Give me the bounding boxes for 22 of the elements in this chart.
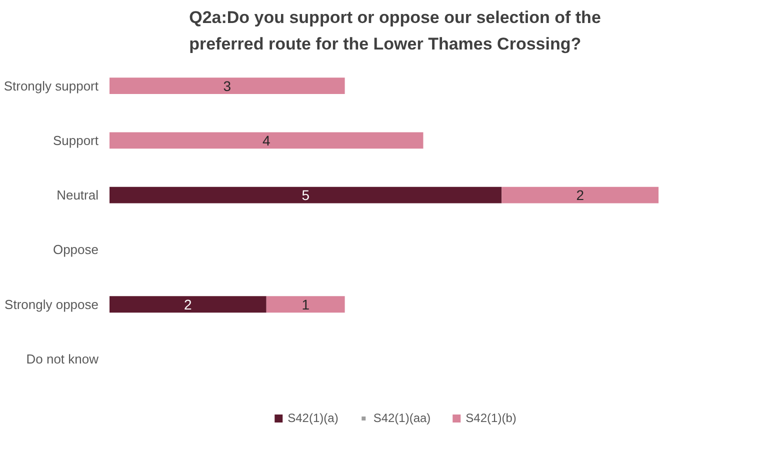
- bar: [110, 186, 502, 204]
- bar: [110, 296, 266, 313]
- y-tick-label: Strongly support: [4, 78, 99, 94]
- data-label: 1: [302, 296, 310, 312]
- y-tick-label: Neutral: [56, 188, 99, 203]
- chart-title: Q2a:Do you support or oppose our selection of the preferred route for the Lower Thames Crossing?: [189, 8, 601, 54]
- legend-label: S42(1)(b): [466, 411, 516, 425]
- bar: [110, 78, 345, 94]
- data-label: 5: [302, 187, 310, 204]
- y-tick-label: Strongly oppose: [4, 296, 98, 312]
- legend-label: S42(1)(aa): [373, 411, 431, 425]
- legend-label: S42(1)(a): [288, 411, 338, 425]
- y-tick-label: Oppose: [52, 242, 99, 258]
- data-label: 3: [223, 78, 232, 94]
- data-label: 2: [184, 296, 192, 312]
- y-tick-label: Support: [52, 132, 99, 148]
- data-label: 2: [576, 187, 584, 204]
- bar: [266, 296, 345, 313]
- bar: [110, 132, 424, 149]
- y-tick-label: Do not know: [26, 352, 100, 367]
- data-label: 4: [262, 132, 270, 148]
- bar: [502, 186, 659, 204]
